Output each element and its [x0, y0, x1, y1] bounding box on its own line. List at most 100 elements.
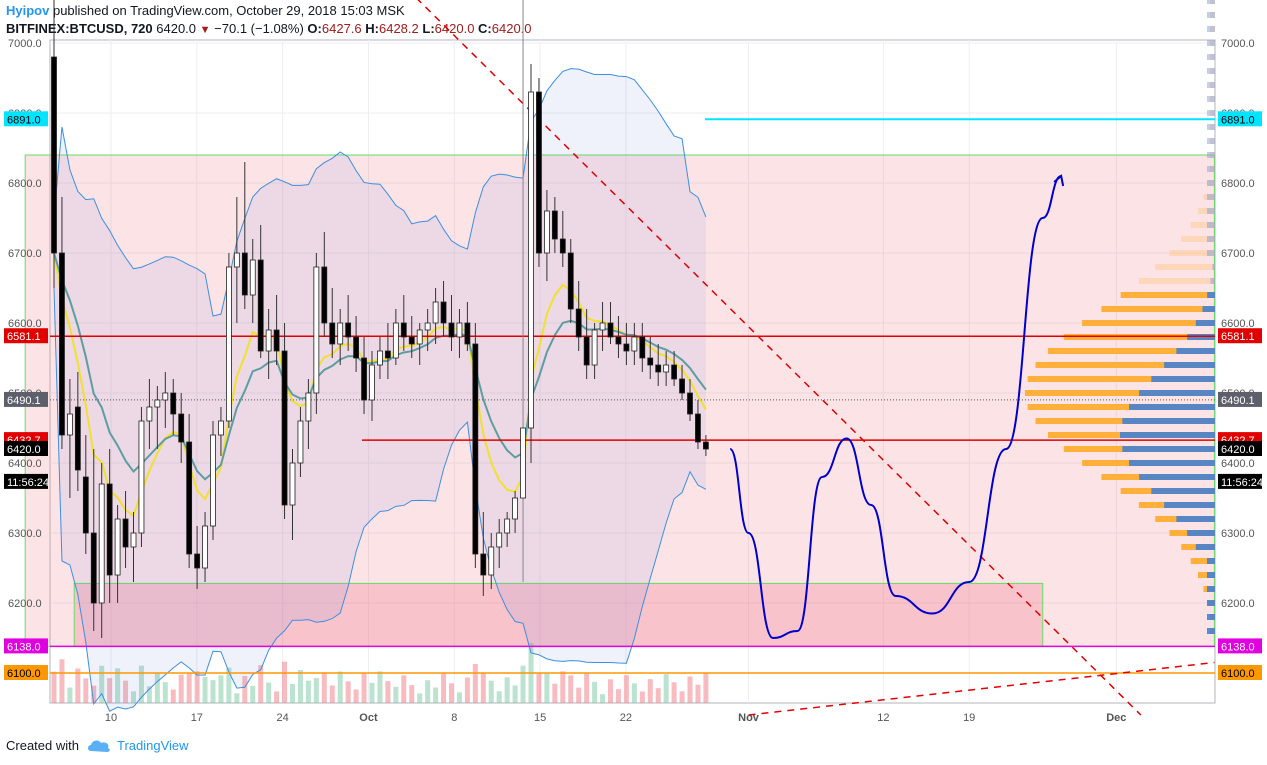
level-tag-bg — [4, 328, 48, 344]
band-lower — [53, 287, 707, 712]
volume-bar — [154, 673, 160, 703]
zone-demand — [73, 582, 1044, 647]
ohlc-legend: BITFINEX:BTCUSD, 720 6420.0 ▼ −70.1 (−1.… — [6, 21, 532, 36]
candle — [663, 351, 670, 386]
profile-bar — [1181, 236, 1215, 242]
profile-bar — [1210, 124, 1215, 130]
profile-bar — [1210, 138, 1215, 144]
candle-body — [647, 357, 654, 366]
candle — [544, 190, 550, 281]
profile-bar — [1025, 390, 1215, 396]
candle — [695, 400, 701, 449]
candle — [464, 302, 471, 351]
candle — [448, 295, 455, 351]
tradingview-link[interactable]: TradingView — [116, 738, 189, 753]
level-tag-text: 6891.0 — [1221, 114, 1255, 126]
candle-body — [496, 532, 503, 548]
candle — [114, 505, 121, 603]
level-tag-text: 6138.0 — [7, 641, 41, 653]
x-tick-label: Oct — [359, 712, 378, 724]
price-tag-bg — [1218, 473, 1262, 489]
profile-bar — [1207, 236, 1215, 242]
profile-bar — [1207, 54, 1215, 60]
y-tick-label: 7000.0 — [8, 38, 42, 50]
candle — [647, 337, 654, 379]
volume-bar — [520, 665, 526, 703]
candle — [361, 337, 367, 414]
candle-body — [90, 532, 97, 604]
candle-body — [695, 413, 701, 443]
candle — [106, 449, 113, 603]
last-price: 6420.0 — [156, 21, 197, 36]
author-link[interactable]: Hyipov — [6, 3, 50, 18]
candle-body — [249, 259, 256, 296]
y-tick-label: 6400.0 — [1221, 458, 1255, 470]
trendline-2 — [748, 661, 1215, 716]
y-tick-label: 6600.0 — [1221, 318, 1255, 330]
candle — [472, 323, 479, 568]
level-tag-text: 6100.0 — [7, 668, 41, 680]
candle-body — [583, 336, 590, 366]
volume-bar — [393, 686, 399, 703]
candle-body — [210, 434, 216, 527]
volume-bars — [51, 643, 709, 703]
candle-body — [671, 364, 677, 380]
volume-bar — [218, 675, 224, 703]
candle — [480, 512, 487, 596]
profile-bar — [1212, 264, 1215, 270]
profile-bar — [1122, 418, 1215, 424]
candle — [154, 386, 161, 449]
candle-body — [615, 336, 622, 345]
low-value: 6420.0 — [434, 21, 475, 36]
volume-bar — [353, 689, 359, 703]
candle-body — [528, 91, 534, 429]
y-tick-label: 6800.0 — [8, 178, 42, 190]
candle-body — [170, 392, 177, 415]
profile-bar — [1210, 82, 1215, 88]
high-value: 6428.2 — [378, 21, 419, 36]
candle — [257, 225, 264, 358]
candle-body — [369, 364, 375, 401]
publish-info: Hyipov published on TradingView.com, Oct… — [6, 3, 405, 18]
volume-bar — [266, 682, 272, 703]
profile-bar — [1210, 26, 1215, 32]
x-tick-label: Nov — [738, 712, 760, 724]
level-tag-left: 6891.0 — [4, 111, 48, 127]
profile-bar — [1120, 432, 1215, 438]
profile-bar — [1169, 250, 1215, 256]
candle-body — [82, 476, 89, 534]
candle-body — [162, 392, 169, 401]
profile-bar — [1207, 180, 1215, 186]
price-tag-right: 6420.0 — [1218, 441, 1262, 456]
candle-body — [313, 266, 320, 394]
candle — [559, 211, 566, 267]
open-label: O: — [307, 21, 322, 36]
volume-bar — [115, 668, 121, 703]
volume-bar — [170, 689, 176, 703]
volume-bar — [107, 678, 113, 703]
volume-bar — [433, 687, 439, 703]
level-tag-left: 6581.1 — [4, 328, 48, 344]
volume-bar — [488, 680, 494, 703]
level-tag-bg — [1218, 665, 1262, 680]
candle-body — [464, 322, 471, 345]
candle-body — [202, 525, 208, 569]
candle — [122, 491, 129, 568]
volume-bar — [504, 677, 510, 703]
volume-bar — [361, 673, 367, 703]
candle — [313, 253, 320, 414]
candle — [655, 344, 662, 386]
y-tick-label: 6200.0 — [8, 598, 42, 610]
candle — [297, 407, 304, 477]
candle — [416, 323, 423, 365]
volume-bar — [600, 694, 606, 703]
volume-bar — [345, 681, 351, 703]
candle — [392, 309, 399, 365]
candle-body — [424, 322, 431, 331]
volume-bar — [496, 691, 502, 703]
candle-body — [377, 350, 383, 366]
candle — [249, 239, 256, 323]
candle-body — [186, 441, 193, 555]
profile-bar — [1210, 40, 1215, 46]
